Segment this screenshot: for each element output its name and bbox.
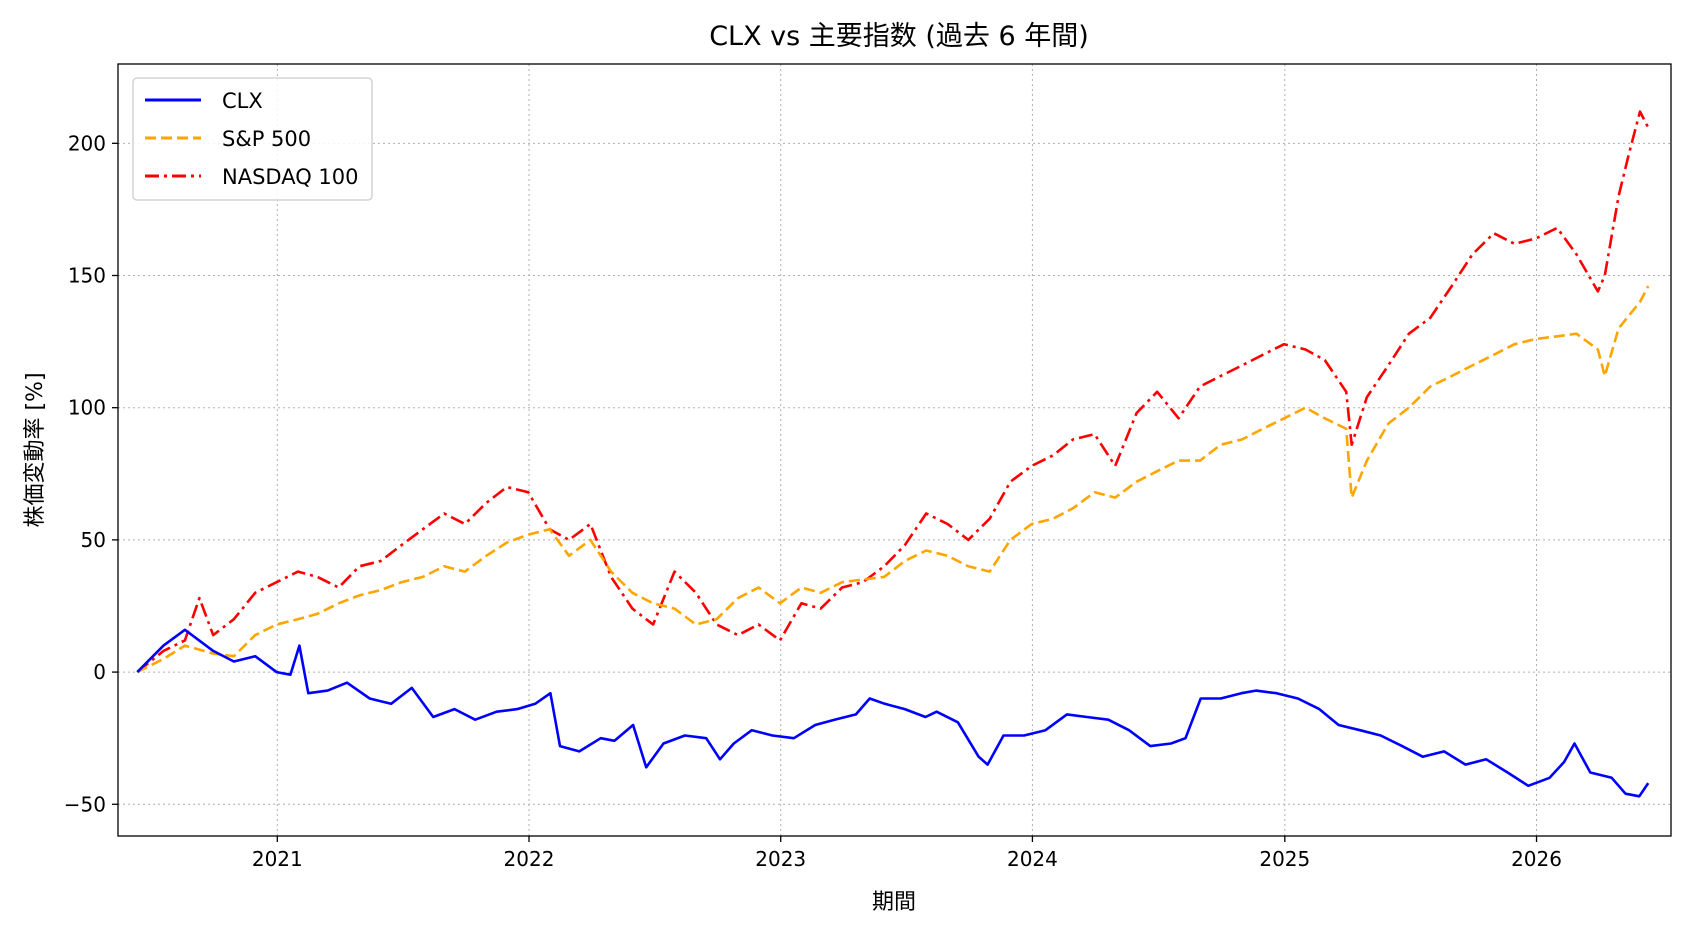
x-tick-label: 2021 <box>252 847 303 871</box>
x-tick-label: 2024 <box>1007 847 1058 871</box>
x-tick-label: 2025 <box>1259 847 1310 871</box>
x-tick-label: 2026 <box>1511 847 1562 871</box>
x-axis-ticks: 2021 2022 2023 2024 2025 2026 <box>252 836 1562 871</box>
grid <box>118 64 1671 836</box>
legend-label-sp500: S&P 500 <box>222 127 311 151</box>
y-tick-label: 0 <box>93 660 106 684</box>
y-tick-label: 200 <box>68 131 106 155</box>
chart-title: CLX vs 主要指数 (過去 6 年間) <box>709 21 1089 52</box>
series-line-clx <box>136 628 1650 798</box>
legend-box <box>132 77 373 201</box>
y-tick-label: 50 <box>81 528 106 552</box>
y-tick-label: 150 <box>68 264 106 288</box>
y-axis-label: 株価変動率 [%] <box>23 372 48 527</box>
x-tick-label: 2023 <box>755 847 806 871</box>
legend-label-clx: CLX <box>222 89 263 113</box>
series-layer <box>136 110 1650 798</box>
x-tick-label: 2022 <box>504 847 555 871</box>
series-line-nasdaq-100 <box>136 110 1650 674</box>
y-tick-label: −50 <box>64 792 106 816</box>
legend-label-nasdaq100: NASDAQ 100 <box>222 165 359 189</box>
y-tick-label: 100 <box>68 396 106 420</box>
plot-frame <box>117 63 1672 837</box>
y-axis-ticks: −50 0 50 100 150 200 <box>64 131 118 816</box>
legend: CLX S&P 500 NASDAQ 100 <box>132 77 373 201</box>
x-axis-label: 期間 <box>872 890 916 915</box>
series-line-s-p-500 <box>136 285 1650 674</box>
